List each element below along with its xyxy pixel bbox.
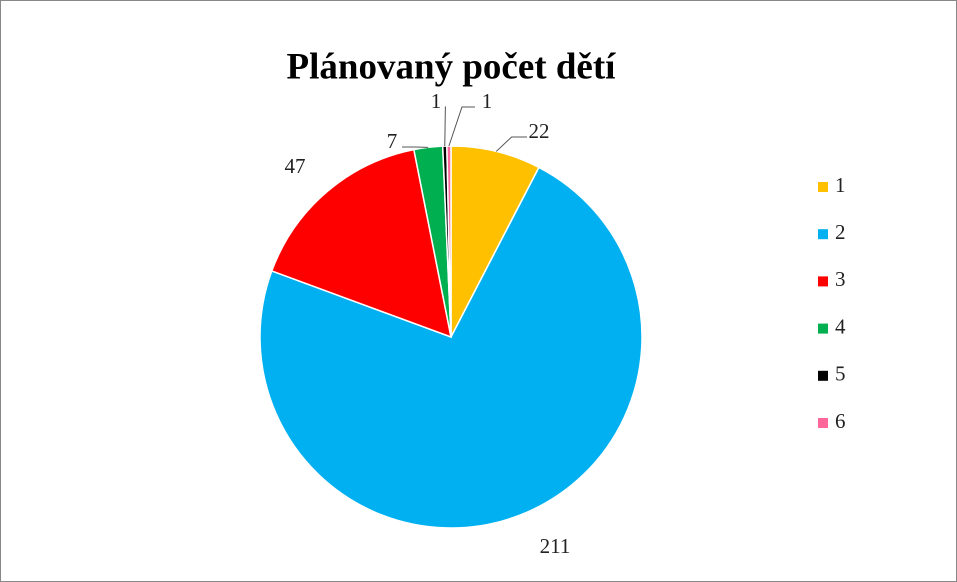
legend-swatch	[818, 370, 828, 381]
legend-label: 3	[835, 267, 846, 291]
legend-label: 6	[835, 409, 846, 433]
data-label: 22	[529, 119, 550, 143]
data-label: 47	[285, 154, 306, 178]
data-label: 1	[482, 89, 493, 113]
legend-label: 4	[835, 314, 846, 338]
legend-label: 5	[835, 362, 846, 386]
data-label: 7	[387, 129, 398, 153]
legend-label: 2	[835, 220, 846, 244]
legend-label: 1	[835, 173, 846, 197]
leader-line	[444, 106, 446, 147]
data-label: 1	[431, 89, 442, 113]
pie-slice	[259, 166, 643, 529]
legend-swatch	[818, 323, 828, 334]
legend-swatch	[818, 229, 828, 240]
pie-slice	[270, 148, 452, 339]
chart-title: Plánovaný počet dětí	[287, 46, 617, 87]
leader-line	[495, 136, 527, 152]
leader-line	[448, 106, 475, 147]
data-label: 211	[540, 534, 571, 558]
legend-swatch	[818, 418, 828, 428]
legend-swatch	[818, 276, 828, 287]
legend-swatch	[818, 182, 828, 192]
